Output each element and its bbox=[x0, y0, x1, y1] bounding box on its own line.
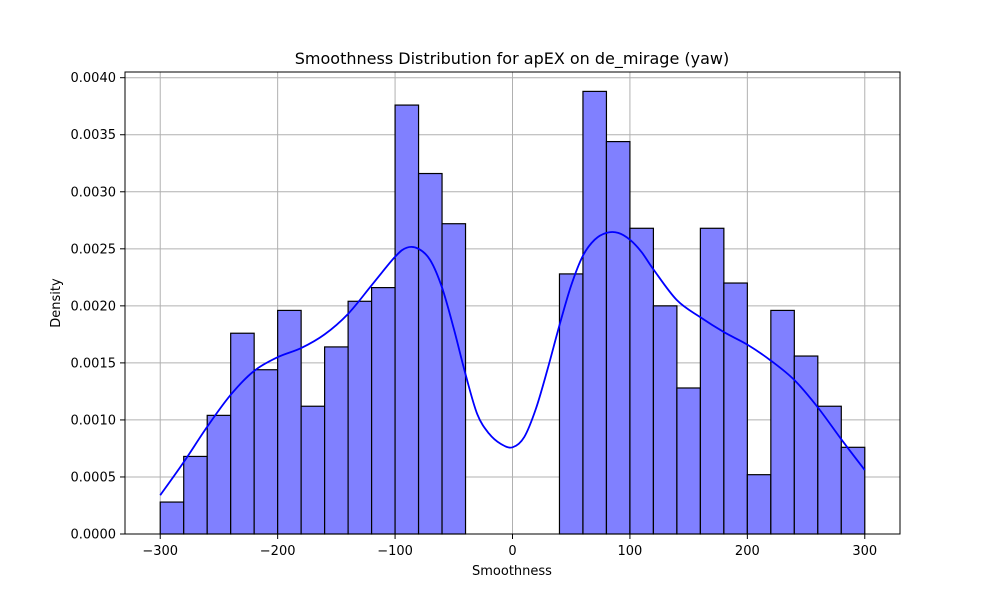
histogram-bar bbox=[417, 172, 443, 535]
kde-curve bbox=[159, 231, 866, 496]
y-tick-label: 0.0015 bbox=[71, 356, 117, 371]
histogram-bars bbox=[159, 90, 866, 535]
histogram-bar bbox=[605, 140, 631, 535]
histogram-bar bbox=[253, 369, 279, 535]
x-tick-label: −300 bbox=[142, 544, 178, 559]
histogram-bar bbox=[840, 446, 866, 535]
histogram-bar bbox=[629, 227, 655, 535]
x-axis-label: Smoothness bbox=[472, 564, 552, 579]
histogram-bar bbox=[159, 501, 185, 535]
histogram-bar bbox=[277, 309, 302, 535]
y-tick-label: 0.0030 bbox=[71, 185, 117, 200]
x-tick-label: 100 bbox=[618, 544, 643, 559]
histogram-bar bbox=[746, 474, 772, 535]
histogram-bar bbox=[699, 227, 725, 535]
x-tick-label: 300 bbox=[852, 544, 877, 559]
histogram-bar bbox=[324, 346, 349, 535]
histogram-bar bbox=[770, 309, 795, 535]
histogram-bar bbox=[300, 405, 326, 535]
histogram-bar bbox=[206, 414, 232, 535]
histogram-bar bbox=[676, 387, 701, 535]
y-tick-label: 0.0025 bbox=[71, 242, 117, 257]
histogram-bar bbox=[183, 455, 208, 535]
histogram-bar bbox=[347, 300, 373, 535]
histogram-bar bbox=[441, 223, 467, 535]
histogram-bar bbox=[582, 90, 608, 535]
x-tick-label: 200 bbox=[735, 544, 760, 559]
x-axis-ticks: −300 −200 −100 0 100 200 300 bbox=[142, 534, 877, 559]
y-tick-label: 0.0010 bbox=[71, 413, 117, 428]
y-tick-label: 0.0005 bbox=[71, 470, 117, 485]
chart-title: Smoothness Distribution for apEX on de_m… bbox=[295, 49, 729, 69]
histogram-bar bbox=[230, 332, 255, 535]
histogram-bar bbox=[652, 305, 678, 535]
y-tick-label: 0.0020 bbox=[71, 299, 117, 314]
y-axis-ticks: 0.0000 0.0005 0.0010 0.0015 0.0020 0.0025 0.00… bbox=[71, 71, 125, 543]
kde-curve-layer bbox=[159, 231, 866, 496]
histogram-bar bbox=[370, 287, 396, 535]
y-tick-label: 0.0000 bbox=[71, 528, 117, 543]
y-tick-label: 0.0040 bbox=[71, 71, 117, 86]
y-axis-label: Density bbox=[49, 278, 64, 328]
x-tick-label: −200 bbox=[260, 544, 296, 559]
histogram-bar bbox=[817, 405, 842, 535]
x-tick-label: 0 bbox=[508, 544, 516, 559]
x-tick-label: −100 bbox=[377, 544, 413, 559]
y-tick-label: 0.0035 bbox=[71, 128, 117, 143]
histogram-bar bbox=[723, 282, 748, 535]
histogram-bar bbox=[394, 104, 420, 535]
